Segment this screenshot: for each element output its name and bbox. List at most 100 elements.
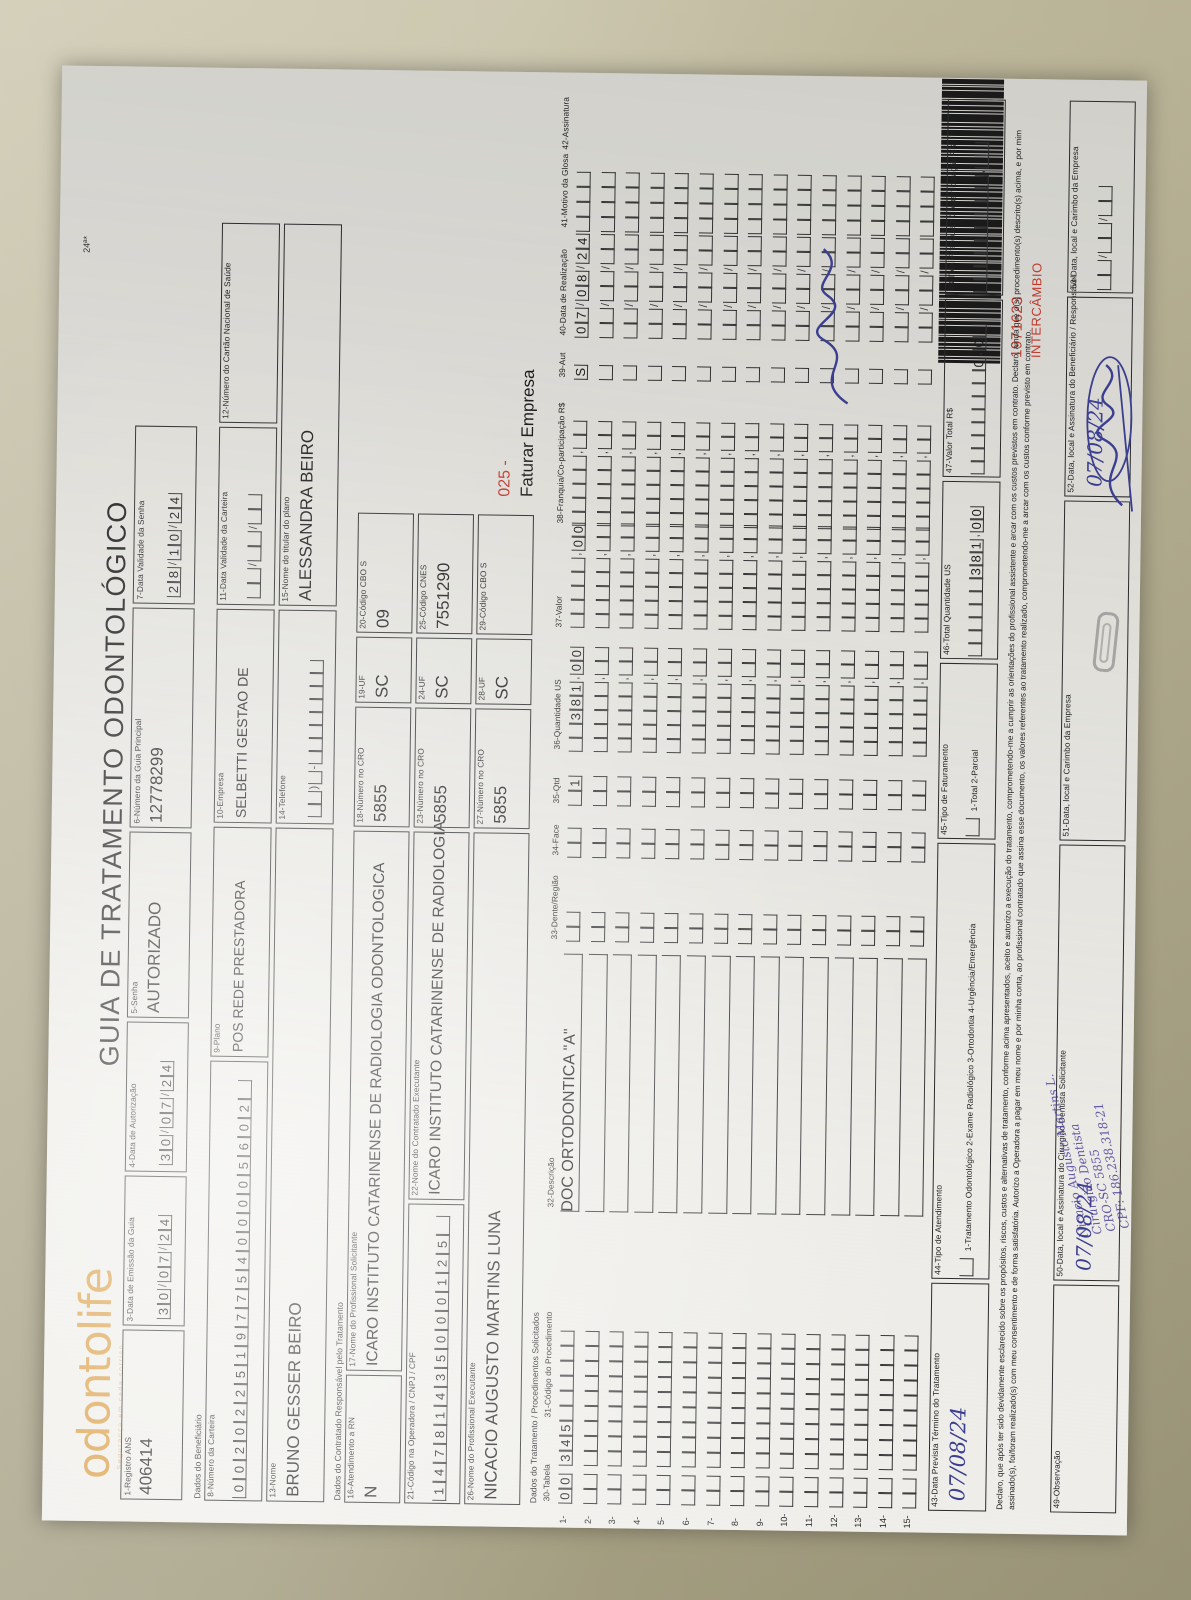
digit-cell[interactable] xyxy=(889,700,904,715)
digit-cell[interactable] xyxy=(621,512,636,527)
cell-comb[interactable] xyxy=(582,1473,598,1505)
digit-cell[interactable] xyxy=(836,915,852,931)
digit-cell[interactable] xyxy=(765,740,780,755)
digit-cell[interactable] xyxy=(780,1438,795,1454)
digit-cell[interactable] xyxy=(975,142,990,156)
digit-cell[interactable] xyxy=(867,501,882,516)
digit-cell[interactable] xyxy=(583,1450,598,1467)
digit-cell[interactable] xyxy=(764,793,779,809)
digit-cell[interactable] xyxy=(237,1080,253,1100)
digit-cell[interactable] xyxy=(828,1477,844,1493)
digit-cell[interactable] xyxy=(839,727,854,742)
digit-cell[interactable] xyxy=(871,175,886,192)
digit-cell[interactable] xyxy=(699,173,714,189)
digit-cell[interactable] xyxy=(843,438,858,453)
digit-cell[interactable] xyxy=(887,795,902,811)
digit-cell[interactable] xyxy=(780,1453,795,1469)
field-45-checkbox[interactable] xyxy=(965,818,980,837)
digit-cell[interactable] xyxy=(666,777,681,793)
cell-comb[interactable]: , xyxy=(816,526,832,632)
digit-cell[interactable] xyxy=(664,927,679,944)
cell-descricao-box[interactable] xyxy=(757,956,780,1215)
digit-cell[interactable] xyxy=(694,513,710,528)
digit-cell[interactable] xyxy=(920,221,935,237)
digit-cell[interactable]: 8 xyxy=(432,1424,448,1445)
digit-cell[interactable] xyxy=(622,435,637,450)
cell-comb[interactable]: 0 7/0 8/2 4 xyxy=(574,233,590,338)
digit-cell[interactable] xyxy=(762,929,778,945)
digit-cell[interactable] xyxy=(693,573,709,588)
digit-cell[interactable] xyxy=(971,409,986,423)
cell-comb[interactable] xyxy=(591,827,607,859)
digit-cell[interactable] xyxy=(625,172,640,188)
digit-cell[interactable] xyxy=(571,511,587,526)
digit-cell[interactable] xyxy=(793,472,808,487)
digit-cell[interactable] xyxy=(870,274,885,290)
digit-cell[interactable] xyxy=(814,741,829,756)
digit-cell[interactable]: 4 xyxy=(234,1251,250,1271)
digit-cell[interactable] xyxy=(714,844,729,860)
digit-cell[interactable] xyxy=(599,323,614,339)
digit-cell[interactable]: 5 xyxy=(233,1365,249,1385)
digit-cell[interactable] xyxy=(1097,237,1112,254)
digit-cell[interactable] xyxy=(591,842,606,859)
digit-cell[interactable] xyxy=(623,323,638,339)
cell-comb[interactable] xyxy=(583,1330,600,1467)
digit-cell[interactable] xyxy=(642,738,657,753)
digit-cell[interactable] xyxy=(739,830,754,846)
digit-cell[interactable] xyxy=(791,649,806,664)
digit-cell[interactable] xyxy=(968,643,983,657)
digit-cell[interactable] xyxy=(841,561,856,576)
digit-cell[interactable] xyxy=(768,500,784,515)
digit-cell[interactable] xyxy=(788,845,803,861)
digit-cell[interactable] xyxy=(599,271,614,287)
digit-cell[interactable] xyxy=(620,537,635,552)
digit-cell[interactable] xyxy=(973,279,988,293)
digit-cell[interactable] xyxy=(568,737,583,752)
digit-cell[interactable] xyxy=(869,311,885,327)
digit-cell[interactable] xyxy=(643,661,658,676)
digit-cell[interactable] xyxy=(622,421,637,436)
digit-cell[interactable] xyxy=(890,618,905,633)
digit-cell[interactable]: 0 xyxy=(971,357,987,371)
digit-cell[interactable] xyxy=(815,650,831,665)
digit-cell[interactable] xyxy=(841,589,856,604)
digit-cell[interactable] xyxy=(560,1330,575,1346)
digit-cell[interactable] xyxy=(672,366,687,382)
digit-cell[interactable] xyxy=(788,830,803,846)
digit-cell[interactable] xyxy=(644,558,660,573)
digit-cell[interactable] xyxy=(715,792,730,808)
digit-cell[interactable] xyxy=(599,286,614,302)
digit-cell[interactable] xyxy=(894,275,910,291)
digit-cell[interactable] xyxy=(707,1377,722,1393)
digit-cell[interactable] xyxy=(619,586,635,601)
cell-comb[interactable] xyxy=(647,365,662,381)
digit-cell[interactable] xyxy=(822,190,837,206)
digit-cell[interactable] xyxy=(780,1408,795,1424)
digit-cell[interactable] xyxy=(720,471,735,486)
digit-cell[interactable] xyxy=(912,795,927,811)
digit-cell[interactable] xyxy=(308,738,323,752)
cell-comb[interactable] xyxy=(812,915,827,946)
digit-cell[interactable] xyxy=(878,1440,893,1456)
digit-cell[interactable]: 0 xyxy=(433,1329,449,1350)
digit-cell[interactable]: 7 xyxy=(234,1308,249,1328)
cell-comb[interactable] xyxy=(746,367,761,383)
digit-cell[interactable] xyxy=(559,1390,574,1406)
digit-cell[interactable] xyxy=(697,287,713,303)
digit-cell[interactable] xyxy=(584,1345,599,1362)
digit-cell[interactable] xyxy=(618,696,633,711)
digit-cell[interactable] xyxy=(644,614,659,629)
digit-cell[interactable] xyxy=(773,174,788,190)
field-48-franquia-comb[interactable]: , xyxy=(973,142,990,293)
digit-cell[interactable] xyxy=(595,599,610,615)
digit-cell[interactable] xyxy=(641,776,657,792)
digit-cell[interactable] xyxy=(570,613,585,628)
digit-cell[interactable] xyxy=(719,538,734,553)
cell-comb[interactable] xyxy=(681,1475,696,1506)
digit-cell[interactable] xyxy=(755,1453,770,1469)
digit-cell[interactable] xyxy=(790,740,805,755)
digit-cell[interactable] xyxy=(673,287,688,303)
digit-cell[interactable] xyxy=(717,683,732,698)
